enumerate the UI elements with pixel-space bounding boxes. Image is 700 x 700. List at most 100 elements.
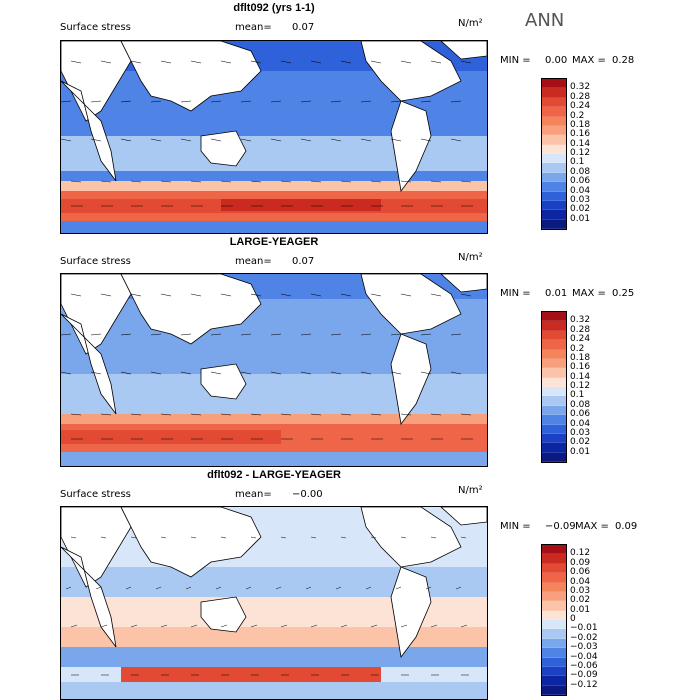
colorbar-segment	[542, 144, 566, 154]
colorbar-tick-label: 0.2	[570, 343, 585, 354]
colorbar-segment	[542, 396, 566, 406]
panel-2-mean-label: mean=	[235, 256, 272, 267]
colorbar-segment	[542, 97, 566, 108]
colorbar-tick-label: −0.02	[570, 632, 598, 643]
colorbar-segment	[542, 424, 566, 434]
colorbar-segment	[542, 582, 566, 592]
colorbar-segment	[542, 219, 566, 229]
colorbar-tick-label: 0.06	[570, 176, 591, 187]
colorbar-segment	[542, 685, 566, 695]
panel-2-units: N/m²	[458, 252, 483, 263]
colorbar-segment	[542, 200, 566, 211]
panel-3-min-label: MIN =	[500, 521, 531, 532]
panel-1-title: dflt092 (yrs 1-1)	[233, 2, 315, 14]
colorbar-tick-label: 0.04	[570, 418, 591, 429]
colorbar-tick-label: 0.24	[570, 334, 591, 345]
colorbar-segment	[542, 545, 566, 555]
panel-3-map-svg	[61, 507, 487, 699]
colorbar-segment	[542, 377, 566, 387]
panel-2-min-label: MIN =	[500, 288, 531, 299]
panel-3-mean-value: −0.00	[292, 489, 323, 500]
colorbar-tick-label: 0.1	[570, 157, 585, 168]
colorbar-tick-label: −0.09	[570, 670, 598, 681]
colorbar-segment	[542, 554, 566, 564]
colorbar-tick-label: 0	[570, 614, 576, 624]
colorbar-tick-label: 0.32	[570, 315, 591, 326]
panel-3-field: Surface stress	[60, 489, 131, 500]
colorbar-tick-label: 0.12	[570, 548, 591, 559]
panel-3-colorbar	[541, 544, 567, 696]
colorbar-tick-label: 0.16	[570, 129, 591, 140]
colorbar-tick-label: 0.06	[570, 567, 591, 578]
colorbar-tick-label: 0.24	[570, 101, 591, 112]
colorbar-segment	[542, 182, 566, 192]
panel-1-field: Surface stress	[60, 22, 131, 33]
panel-3-title: dflt092 - LARGE-YEAGER	[207, 469, 341, 481]
colorbar-tick-label: 0.02	[570, 595, 591, 606]
colorbar-tick-label: 0.18	[570, 352, 591, 363]
panel-1-min-value: 0.00	[545, 55, 568, 66]
colorbar-tick-label: 0.1	[570, 390, 585, 401]
colorbar-segment	[542, 191, 566, 201]
colorbar-tick-label: 0.28	[570, 324, 591, 335]
colorbar-tick-label: 0.09	[570, 557, 591, 568]
panel-2-max-label: MAX =	[572, 288, 606, 299]
panel-1-map-svg	[61, 41, 487, 233]
colorbar-segment	[542, 610, 566, 620]
panel-1-mean-value: 0.07	[292, 22, 315, 33]
colorbar-segment	[542, 452, 566, 462]
colorbar-tick-label: 0.12	[570, 148, 591, 158]
panel-1-units: N/m²	[458, 18, 483, 29]
panel-2-map-svg	[61, 274, 487, 466]
colorbar-tick-label: 0.06	[570, 409, 591, 420]
colorbar-segment	[542, 135, 566, 145]
colorbar-segment	[542, 116, 566, 126]
colorbar-segment	[542, 433, 566, 444]
colorbar-tick-label: 0.04	[570, 185, 591, 196]
colorbar-segment	[542, 88, 566, 98]
colorbar-tick-label: −0.01	[570, 623, 598, 634]
panel-3-units: N/m²	[458, 485, 483, 496]
colorbar-segment	[542, 601, 566, 611]
colorbar-tick-label: 0.03	[570, 427, 591, 438]
panel-1-colorbar-labels: 0.32 0.28 0.24 0.2 0.18 0.16 0.14 0.12 0.1 0.08 0.…	[570, 78, 630, 228]
season-label: ANN	[525, 10, 565, 31]
colorbar-segment	[542, 79, 566, 89]
panel-1-map	[60, 40, 488, 234]
colorbar-segment	[542, 210, 566, 220]
panel-2-min-value: 0.01	[545, 288, 568, 299]
colorbar-tick-label: 0.01	[570, 446, 591, 457]
colorbar-segment	[542, 387, 566, 397]
colorbar-tick-label: −0.12	[570, 679, 598, 690]
colorbar-tick-label: 0.01	[570, 213, 591, 224]
colorbar-segment	[542, 125, 566, 136]
colorbar-tick-label: 0.01	[570, 604, 591, 615]
colorbar-tick-label: −0.04	[570, 651, 598, 662]
colorbar-tick-label: 0.03	[570, 585, 591, 596]
colorbar-segment	[542, 349, 566, 359]
panel-3-max-label: MAX =	[575, 521, 609, 532]
colorbar-tick-label: 0.14	[570, 371, 591, 382]
colorbar-segment	[542, 321, 566, 331]
colorbar-segment	[542, 629, 566, 639]
colorbar-segment	[542, 563, 566, 574]
colorbar-tick-label: −0.03	[570, 642, 598, 653]
colorbar-segment	[542, 163, 566, 173]
panel-1-colorbar	[541, 78, 567, 230]
colorbar-tick-label: 0.02	[570, 204, 591, 215]
panel-3-colorbar-labels: 0.12 0.09 0.06 0.04 0.03 0.02 0.01 0 −0.01 −0.02−…	[570, 544, 630, 694]
colorbar-segment	[542, 443, 566, 453]
colorbar-tick-label: 0.12	[570, 381, 591, 391]
colorbar-segment	[542, 358, 566, 369]
colorbar-segment	[542, 154, 566, 164]
panel-2-field: Surface stress	[60, 256, 131, 267]
colorbar-tick-label: 0.03	[570, 194, 591, 205]
colorbar-segment	[542, 312, 566, 322]
panel-3-max-value: 0.09	[615, 521, 638, 532]
panel-2-max-value: 0.25	[612, 288, 635, 299]
colorbar-segment	[542, 573, 566, 583]
colorbar-segment	[542, 368, 566, 378]
panel-2-map	[60, 273, 488, 467]
colorbar-tick-label: 0.18	[570, 119, 591, 130]
colorbar-tick-label: 0.08	[570, 399, 591, 410]
